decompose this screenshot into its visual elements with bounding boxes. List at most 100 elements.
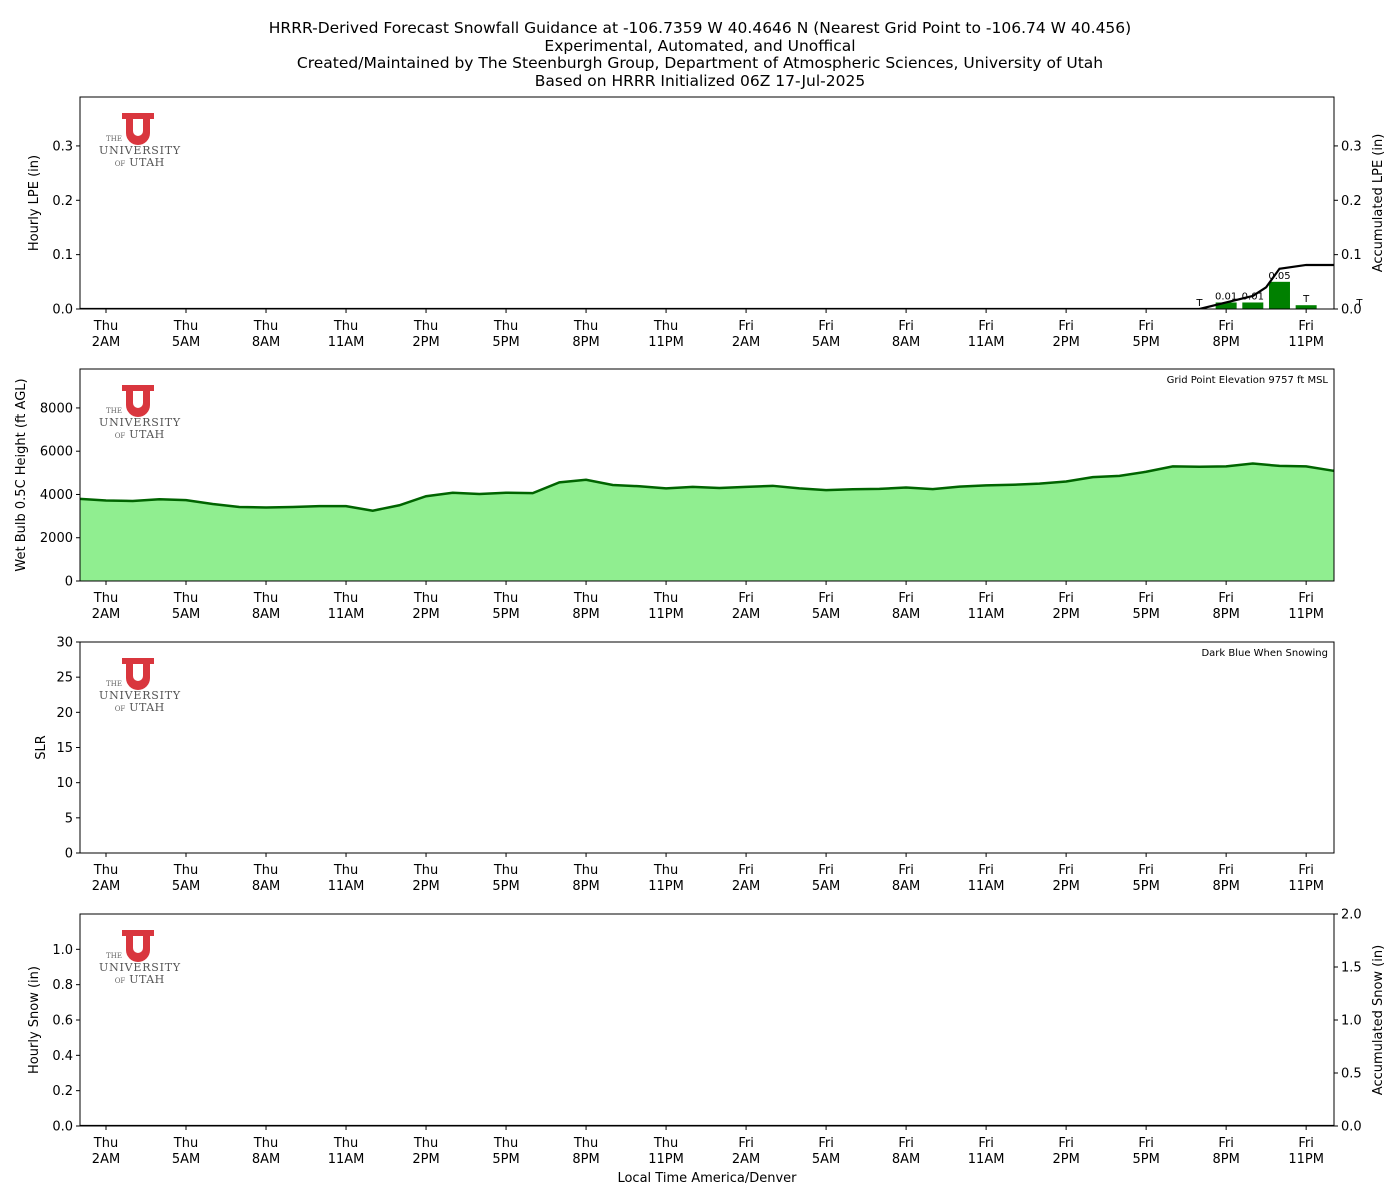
x-tick-day: Fri [738, 1136, 754, 1151]
x-tick-time: 2PM [412, 607, 439, 622]
x-tick-time: 5AM [172, 879, 200, 894]
x-tick-day: Thu [253, 591, 278, 606]
x-tick-time: 5PM [1132, 879, 1159, 894]
y-tick-label: 25 [56, 671, 73, 686]
x-tick-time: 5AM [172, 1152, 200, 1167]
x-tick-day: Thu [333, 591, 358, 606]
x-tick-day: Thu [173, 1136, 198, 1151]
y2-tick-label: 0.2 [1341, 194, 1362, 209]
x-tick-day: Thu [653, 1136, 678, 1151]
x-tick-time: 2PM [412, 879, 439, 894]
y-tick-label: 15 [56, 741, 73, 756]
x-tick-time: 11AM [968, 335, 1005, 350]
x-tick-day: Fri [898, 591, 914, 606]
plot-area [80, 263, 1334, 309]
y-tick-label: 1.0 [52, 943, 73, 958]
x-tick-time: 5AM [812, 1152, 840, 1167]
title-line-1: HRRR-Derived Forecast Snowfall Guidance … [268, 19, 1132, 37]
x-tick-day: Thu [253, 319, 278, 334]
x-tick-day: Thu [413, 591, 438, 606]
x-tick-day: Thu [253, 1136, 278, 1151]
x-tick-time: 11PM [1288, 607, 1324, 622]
x-tick-time: 11AM [968, 607, 1005, 622]
x-tick-day: Thu [413, 1136, 438, 1151]
accumulated-line [80, 263, 1334, 309]
x-tick-time: 2AM [732, 1152, 760, 1167]
axes-frame [79, 96, 1335, 310]
y-axis-title: SLR [34, 735, 49, 760]
x-tick-time: 2PM [1052, 879, 1079, 894]
x-tick-day: Thu [413, 319, 438, 334]
y2-tick-label: 0.3 [1341, 139, 1362, 154]
y-axis-title: Wet Bulb 0.5C Height (ft AGL) [14, 378, 29, 571]
logo-utah-text: UTAH [129, 973, 165, 986]
y-axis-title: Hourly LPE (in) [27, 155, 42, 251]
x-tick-time: 2PM [1052, 1152, 1079, 1167]
x-tick-time: 2AM [732, 607, 760, 622]
x-axis-title: Local Time America/Denver [617, 1171, 797, 1186]
x-tick-day: Thu [93, 1136, 118, 1151]
x-tick-time: 5PM [1132, 1152, 1159, 1167]
x-tick-day: Thu [173, 319, 198, 334]
x-tick-time: 11PM [648, 335, 684, 350]
x-tick-time: 2PM [412, 1152, 439, 1167]
y-tick-label: 8000 [40, 401, 73, 416]
x-tick-time: 8PM [1212, 335, 1239, 350]
x-tick-time: 11PM [648, 1152, 684, 1167]
bar-value-label: 0.05 [1268, 271, 1290, 282]
bar-value-label: T [1355, 298, 1363, 309]
x-tick-time: 8PM [1212, 879, 1239, 894]
title-line-2: Experimental, Automated, and Unoffical [544, 36, 856, 55]
x-tick-time: 2PM [412, 335, 439, 350]
x-tick-time: 8AM [892, 335, 920, 350]
bar-value-label: 0.01 [1215, 291, 1237, 302]
utah-u-icon [122, 658, 154, 690]
y-tick-label: 0.8 [52, 978, 73, 993]
x-tick-day: Fri [1218, 863, 1234, 878]
x-tick-time: 2AM [92, 1152, 120, 1167]
logo-utah-text: UTAH [129, 156, 165, 169]
x-tick-time: 5AM [812, 879, 840, 894]
x-tick-day: Fri [1058, 863, 1074, 878]
logo-of-text: OF [115, 977, 126, 985]
y-tick-label: 20 [56, 706, 73, 721]
x-tick-day: Fri [1298, 591, 1314, 606]
utah-u-icon [122, 385, 154, 417]
y-tick-label: 0.4 [52, 1049, 73, 1064]
y2-axis-title: Accumulated LPE (in) [1371, 134, 1386, 273]
x-tick-time: 11PM [1288, 1152, 1324, 1167]
bar-value-label: T [1302, 294, 1310, 305]
x-tick-time: 11PM [1288, 879, 1324, 894]
utah-u-icon [122, 930, 154, 962]
x-tick-time: 5AM [812, 335, 840, 350]
x-tick-day: Fri [818, 319, 834, 334]
x-tick-day: Thu [93, 863, 118, 878]
x-tick-time: 2AM [92, 607, 120, 622]
x-tick-time: 5PM [1132, 607, 1159, 622]
x-tick-time: 5AM [812, 607, 840, 622]
x-tick-day: Fri [1298, 1136, 1314, 1151]
x-tick-time: 8AM [252, 1152, 280, 1167]
x-tick-time: 11AM [968, 1152, 1005, 1167]
wetbulb-area [80, 463, 1334, 581]
x-tick-day: Fri [898, 863, 914, 878]
x-tick-day: Thu [93, 591, 118, 606]
x-tick-day: Thu [93, 319, 118, 334]
x-tick-day: Fri [1138, 319, 1154, 334]
logo-university-text: UNIVERSITY [99, 961, 181, 974]
y-tick-label: 0 [65, 575, 73, 590]
x-tick-day: Thu [333, 863, 358, 878]
x-tick-time: 2PM [1052, 607, 1079, 622]
logo-of-text: OF [115, 705, 126, 713]
hourly-bar [1242, 302, 1264, 309]
y-tick-label: 0 [65, 847, 73, 862]
y2-tick-label: 1.0 [1341, 1014, 1362, 1029]
utah-u-icon [122, 113, 154, 145]
x-tick-day: Thu [253, 863, 278, 878]
axes-frame [79, 913, 1335, 1127]
logo-the-text: THE [106, 680, 122, 688]
x-tick-day: Fri [1298, 863, 1314, 878]
y-tick-label: 30 [56, 636, 73, 651]
